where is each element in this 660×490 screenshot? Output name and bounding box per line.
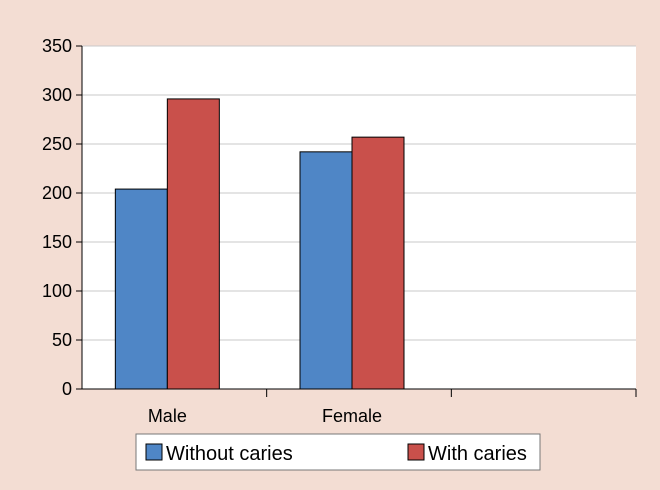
y-axis-ticks: 0 50 100 150 200 250 300 350 (42, 36, 82, 399)
y-tick-label: 50 (52, 330, 72, 350)
x-tick-label: Male (148, 406, 187, 426)
y-tick-label: 350 (42, 36, 72, 56)
y-tick-label: 100 (42, 281, 72, 301)
legend-label-with-caries: With caries (428, 443, 527, 465)
bar-with-caries-male (166, 98, 220, 390)
bar-without-caries-male (114, 188, 168, 390)
x-tick-label: Female (322, 406, 382, 426)
axes (81, 46, 636, 390)
legend: Without caries With caries (135, 433, 541, 471)
x-axis-ticks: Male Female (148, 389, 637, 426)
legend-box (135, 433, 541, 471)
bar-with-caries-female (351, 136, 405, 390)
legend-label-without-caries: Without caries (166, 443, 293, 465)
y-tick-label: 250 (42, 134, 72, 154)
legend-swatch-without-caries (145, 443, 163, 461)
legend-swatch-with-caries (407, 443, 425, 461)
bar-without-caries-female (299, 151, 353, 390)
y-tick-label: 200 (42, 183, 72, 203)
y-tick-label: 0 (62, 379, 72, 399)
y-tick-label: 300 (42, 85, 72, 105)
y-tick-label: 150 (42, 232, 72, 252)
